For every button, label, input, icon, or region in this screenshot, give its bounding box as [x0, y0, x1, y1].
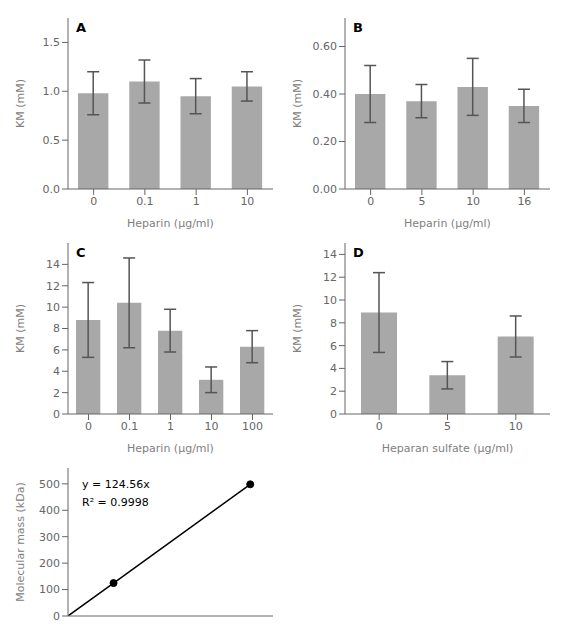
- svg-text:2: 2: [53, 387, 60, 400]
- svg-text:200: 200: [39, 557, 60, 570]
- svg-text:KM (mM): KM (mM): [291, 304, 304, 353]
- svg-text:0.00: 0.00: [313, 183, 338, 196]
- svg-text:Heparin (μg/ml): Heparin (μg/ml): [404, 217, 491, 230]
- svg-text:10: 10: [466, 195, 480, 208]
- svg-text:2: 2: [330, 385, 337, 398]
- svg-text:0: 0: [53, 610, 60, 623]
- svg-text:Heparin (μg/ml): Heparin (μg/ml): [127, 217, 214, 230]
- svg-text:0.20: 0.20: [313, 135, 338, 148]
- svg-text:4: 4: [53, 365, 60, 378]
- svg-text:8: 8: [330, 317, 337, 330]
- svg-text:1: 1: [167, 420, 174, 433]
- svg-text:Heparin (μg/ml): Heparin (μg/ml): [127, 442, 214, 455]
- svg-text:300: 300: [39, 531, 60, 544]
- svg-text:0: 0: [53, 408, 60, 421]
- svg-text:10: 10: [240, 195, 254, 208]
- svg-text:16: 16: [517, 195, 531, 208]
- svg-text:0: 0: [330, 408, 337, 421]
- svg-text:12: 12: [46, 280, 60, 293]
- svg-text:Heparan sulfate (μg/ml): Heparan sulfate (μg/ml): [382, 442, 513, 455]
- svg-text:100: 100: [39, 583, 60, 596]
- svg-text:500: 500: [39, 478, 60, 491]
- svg-text:0.5: 0.5: [43, 134, 61, 147]
- svg-text:6: 6: [53, 344, 60, 357]
- svg-text:10: 10: [509, 420, 523, 433]
- html-text:A: A: [76, 20, 87, 35]
- svg-text:0.0: 0.0: [43, 183, 61, 196]
- svg-text:1: 1: [193, 195, 200, 208]
- svg-text:1.0: 1.0: [43, 85, 61, 98]
- svg-text:1.5: 1.5: [43, 36, 61, 49]
- svg-text:14: 14: [46, 258, 60, 271]
- svg-text:0.1: 0.1: [136, 195, 154, 208]
- svg-text:10: 10: [323, 294, 337, 307]
- html-text:y = 124.56x: y = 124.56x: [82, 478, 150, 491]
- html-text:C: C: [76, 245, 86, 260]
- svg-text:100: 100: [242, 420, 263, 433]
- svg-text:0: 0: [85, 420, 92, 433]
- svg-text:0.40: 0.40: [313, 88, 338, 101]
- svg-text:6: 6: [330, 340, 337, 353]
- html-text:R² = 0.9998: R² = 0.9998: [82, 496, 149, 509]
- svg-text:Molecular mass (kDa): Molecular mass (kDa): [14, 482, 27, 601]
- svg-text:5: 5: [418, 195, 425, 208]
- svg-text:0.1: 0.1: [121, 420, 139, 433]
- html-text:D: D: [353, 245, 364, 260]
- svg-text:400: 400: [39, 504, 60, 517]
- svg-text:14: 14: [323, 248, 337, 261]
- svg-text:0: 0: [90, 195, 97, 208]
- svg-text:KM (mM): KM (mM): [291, 79, 304, 128]
- svg-text:12: 12: [323, 271, 337, 284]
- svg-text:KM (mM): KM (mM): [14, 79, 27, 128]
- svg-text:0: 0: [376, 420, 383, 433]
- svg-text:0.60: 0.60: [313, 40, 338, 53]
- svg-text:10: 10: [46, 301, 60, 314]
- html-text:B: B: [353, 20, 363, 35]
- svg-text:0: 0: [367, 195, 374, 208]
- svg-text:KM (mM): KM (mM): [14, 304, 27, 353]
- svg-text:5: 5: [444, 420, 451, 433]
- svg-text:10: 10: [205, 420, 219, 433]
- svg-text:8: 8: [53, 322, 60, 335]
- svg-text:4: 4: [330, 362, 337, 375]
